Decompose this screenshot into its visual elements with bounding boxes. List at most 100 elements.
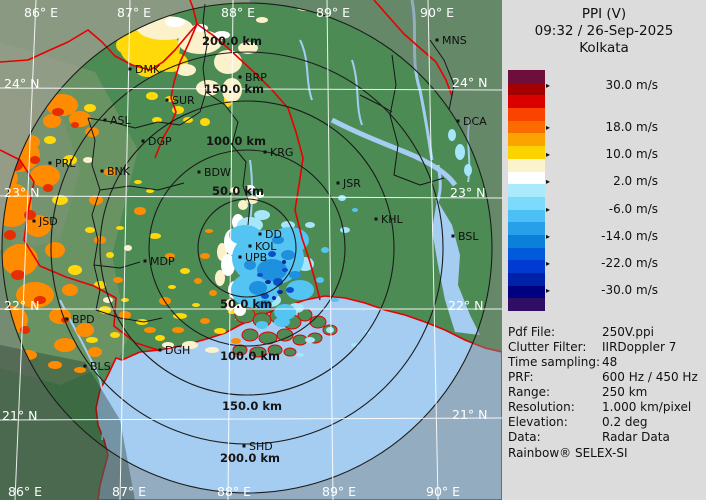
graticule (0, 0, 502, 500)
tick-arrow-icon: ▸ (546, 80, 551, 90)
radar-site-name: Kolkata (579, 40, 629, 56)
station-label-shd: SHD (249, 440, 273, 453)
station-label-kol: KOL (255, 240, 277, 253)
colorbar-band (508, 209, 545, 223)
graticule-label: 89° E (316, 5, 350, 20)
graticule-label: 23° N (450, 185, 485, 200)
station-marker-dgh (158, 348, 162, 352)
range-ring-label: 100.0 km (220, 349, 280, 363)
colorbar-band (508, 273, 545, 286)
tick-arrow-icon: ▸ (546, 231, 551, 241)
colorbar-band (508, 146, 545, 159)
graticule-label: 88° E (217, 484, 251, 499)
info-label: Resolution: (508, 400, 575, 414)
station-marker-brp (238, 75, 242, 79)
graticule-labels: 86° E 87° E 88° E 89° E 90° E 86° E 87° E 88° E… (2, 5, 487, 499)
info-label: Clutter Filter: (508, 340, 587, 354)
colorbar-band (508, 70, 545, 83)
colorbar-band (508, 234, 545, 248)
colorbar-band (508, 108, 545, 121)
graticule-label: 88° E (221, 5, 255, 20)
range-ring-label: 200.0 km (220, 451, 280, 465)
station-marker-asl (103, 118, 107, 122)
station-label-dca: DCA (463, 115, 487, 128)
colorbar-tick-label: 2.0 m/s (613, 174, 658, 188)
colorbar-tick-label: -14.0 m/s (601, 229, 658, 243)
info-label: Time sampling: (508, 355, 601, 369)
graticule-label: 21° N (2, 408, 37, 423)
colorbar-band (508, 120, 545, 134)
colorbar-band (508, 171, 545, 185)
station-label-prl: PRL (55, 157, 76, 170)
station-label-mdp: MDP (150, 255, 175, 268)
info-value: Radar Data (602, 430, 670, 444)
station-label-asl: ASL (110, 114, 132, 127)
colorbar-tick-label: -30.0 m/s (601, 283, 658, 297)
station-label-bdw: BDW (204, 166, 231, 179)
info-label: Pdf File: (508, 325, 556, 339)
station-marker-dca (456, 119, 460, 123)
station-label-sur: SUR (172, 94, 195, 107)
station-marker-bdw (197, 170, 201, 174)
station-label-krg: KRG (270, 146, 293, 159)
range-ring-label: 150.0 km (222, 399, 282, 413)
state-boundaries (0, 0, 453, 351)
station-label-bnk: BNK (107, 165, 131, 178)
tick-arrow-icon: ▸ (546, 176, 551, 186)
range-ring-label: 50.0 km (220, 297, 272, 311)
velocity-colorbar (508, 70, 545, 312)
station-marker-sur (165, 98, 169, 102)
station-label-bpd: BPD (72, 313, 95, 326)
station-marker-jsd (32, 219, 36, 223)
station-marker-dgp (141, 139, 145, 143)
station-label-dd: DD (265, 228, 282, 241)
product-timestamp: 09:32 / 26-Sep-2025 (534, 23, 674, 39)
station-label-bls: BLS (90, 360, 111, 373)
info-label: PRF: (508, 370, 534, 384)
graticule-label: 89° E (322, 484, 356, 499)
graticule-label: 22° N (4, 298, 39, 313)
colorbar-band (508, 95, 545, 109)
station-marker-kol (248, 244, 252, 248)
station-label-jsd: JSD (38, 215, 58, 228)
tick-arrow-icon: ▸ (546, 204, 551, 214)
station-marker-dmk (128, 67, 132, 71)
colorbar-band (508, 247, 545, 261)
station-label-dmk: DMK (135, 63, 161, 76)
colorbar-band (508, 298, 545, 312)
station-marker-bsl (451, 234, 455, 238)
colorbar-band (508, 184, 545, 197)
coastal-dark-tint (0, 345, 135, 500)
station-marker-prl (48, 161, 52, 165)
info-label: Elevation: (508, 415, 568, 429)
colorbar-band (508, 158, 545, 172)
colorbar-tick-label: 30.0 m/s (605, 78, 658, 92)
station-marker-bpd (65, 317, 69, 321)
station-label-bsl: BSL (458, 230, 479, 243)
colorbar-band (508, 222, 545, 235)
station-label-upb: UPB (245, 251, 267, 264)
station-marker-dd (258, 232, 262, 236)
range-rings (1, 2, 493, 494)
colorbar-band (508, 82, 545, 96)
station-label-mns: MNS (442, 34, 467, 47)
graticule-label: 22° N (448, 298, 483, 313)
info-value: 48 (602, 355, 618, 369)
colorbar-band (508, 260, 545, 273)
product-title: PPI (V) 09:32 / 26-Sep-2025 Kolkata (502, 6, 706, 57)
colorbar-tick-label: -6.0 m/s (608, 202, 658, 216)
range-ring-label: 150.0 km (204, 82, 264, 96)
graticule-label: 87° E (117, 5, 151, 20)
graticule-label: 21° N (452, 407, 487, 422)
info-value: 1.000 km/pixel (602, 400, 692, 414)
graticule-label: 90° E (426, 484, 460, 499)
graticule-label: 87° E (112, 484, 146, 499)
station-marker-mns (435, 38, 439, 42)
station-label-dgh: DGH (165, 344, 190, 357)
range-ring-label: 50.0 km (212, 184, 264, 198)
station-marker-upb (238, 255, 242, 259)
graticule-label: 86° E (8, 484, 42, 499)
legend-panel: PPI (V) 09:32 / 26-Sep-2025 Kolkata ▸ 30.… (502, 0, 706, 500)
graticule-label: 90° E (420, 5, 454, 20)
